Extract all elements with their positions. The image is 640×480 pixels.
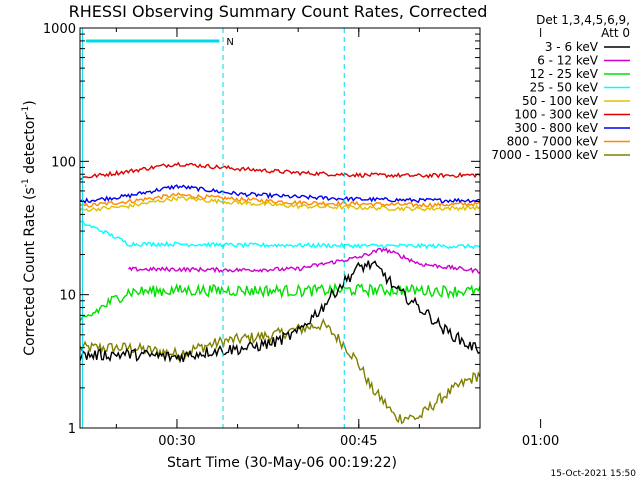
plot-frame — [79, 27, 481, 429]
series-25to50keV — [80, 220, 481, 250]
y-tick-label: 1 — [68, 422, 76, 437]
series-line — [80, 220, 481, 250]
y-axis-label-end: ) — [22, 100, 38, 105]
y-axis-label: Corrected Count Rate (s-1 detector-1) — [21, 100, 38, 355]
legend-label-8: 800 - 7000 keV — [507, 135, 599, 149]
series-line — [79, 195, 481, 213]
legend-label-3: 12 - 25 keV — [530, 67, 599, 81]
y-tick-label: 100 — [51, 155, 76, 170]
series-line — [127, 247, 481, 274]
legend-header-line-2: Att 0 — [601, 26, 630, 40]
legend-label-6: 100 - 300 keV — [514, 108, 598, 122]
y-tick-label: 1000 — [43, 22, 76, 37]
y-axis-label-main: Corrected Count Rate (s — [22, 187, 38, 355]
timestamp: 15-Oct-2021 15:50 — [551, 469, 637, 479]
y-tick-label: 10 — [59, 289, 76, 304]
legend-label-4: 25 - 50 keV — [530, 81, 599, 95]
series-line — [79, 282, 481, 322]
plot-area: N — [79, 28, 481, 428]
series-6to12keV — [127, 247, 481, 274]
series-line — [79, 192, 481, 208]
legend-header-line-1: Det 1,3,4,5,6,9, — [536, 13, 630, 27]
x-tick-label: 00:30 — [158, 434, 195, 449]
series-line — [79, 161, 481, 180]
legend-label-7: 300 - 800 keV — [514, 121, 598, 135]
series-3to6keV — [79, 260, 481, 364]
x-tick-label: 00:45 — [340, 434, 377, 449]
legend-label-2: 6 - 12 keV — [537, 54, 599, 68]
legend-label-9: 7000 - 15000 keV — [491, 148, 598, 162]
series-300to800keV — [79, 184, 481, 205]
x-tick-label: 01:00 — [522, 434, 559, 449]
series-800to7000keV — [79, 192, 481, 208]
legend-label-5: 50 - 100 keV — [522, 94, 599, 108]
chart-title: RHESSI Observing Summary Count Rates, Co… — [69, 2, 488, 21]
x-axis-label: Start Time (30-May-06 00:19:22) — [167, 455, 397, 471]
y-axis-label-sup1: -1 — [21, 178, 31, 187]
flag-label-1: N — [226, 37, 233, 48]
series-line — [79, 184, 481, 205]
legend-label-1: 3 - 6 keV — [545, 40, 599, 54]
series-100to300keV — [79, 161, 481, 180]
series-12to25keV — [79, 282, 481, 322]
y-axis-label-sup2: -1 — [21, 106, 31, 115]
series-line — [79, 260, 481, 364]
series-50to100keV — [79, 195, 481, 213]
y-axis-label-mid: detector — [22, 115, 38, 179]
